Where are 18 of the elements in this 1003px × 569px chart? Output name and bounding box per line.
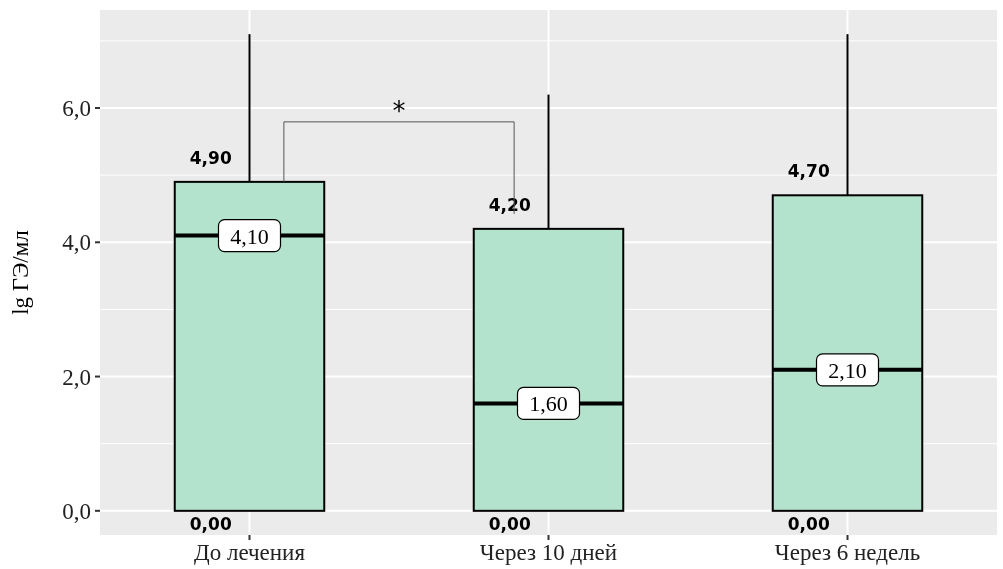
y-tick-label: 4,0 [62, 230, 91, 256]
annotation: 4,10 [230, 223, 269, 249]
annotation: 4,90 [189, 147, 232, 168]
annotation: 4,70 [787, 161, 830, 182]
annotation: 0,00 [787, 513, 830, 534]
annotation: * [392, 95, 406, 126]
y-tick-label: 0,0 [62, 498, 91, 524]
y-axis-title: lg ГЭ/мл [8, 230, 33, 315]
annotation: 2,10 [828, 357, 867, 383]
x-tick-label: До лечения [193, 540, 306, 565]
annotation: 0,00 [189, 513, 232, 534]
y-tick-label: 6,0 [62, 96, 91, 122]
y-tick-label: 2,0 [62, 364, 91, 390]
x-tick-label: Через 10 дней [479, 540, 618, 565]
annotation: 4,20 [488, 194, 531, 215]
annotation: 1,60 [529, 391, 568, 417]
x-tick-label: Через 6 недель [774, 540, 921, 565]
annotation: 0,00 [488, 513, 531, 534]
